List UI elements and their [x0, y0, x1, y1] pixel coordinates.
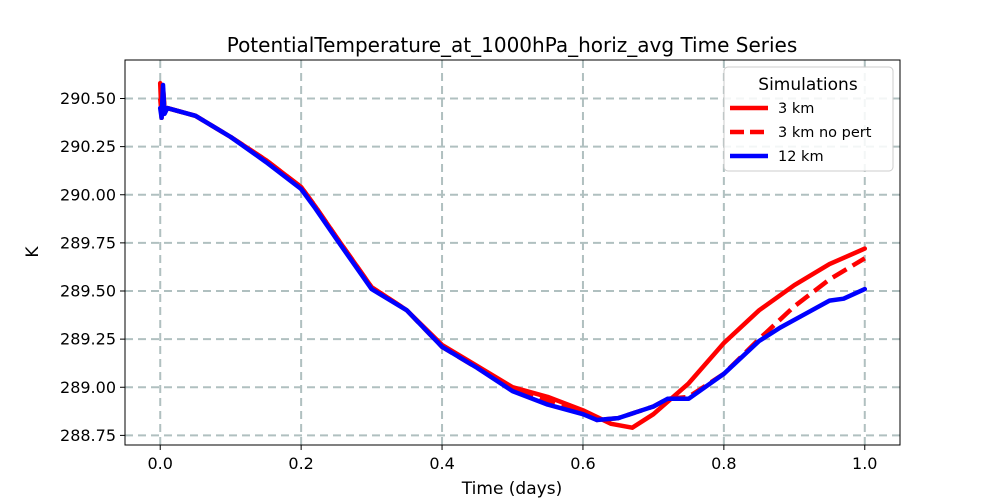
x-axis-ticks: 0.0 0.2 0.4 0.6 0.8 1.0 [148, 445, 877, 473]
y-tick-label: 289.00 [60, 378, 116, 397]
y-tick-label: 289.50 [60, 282, 116, 301]
legend-label: 3 km no pert [778, 125, 872, 141]
legend-box [723, 66, 894, 172]
y-tick-label: 290.50 [60, 89, 116, 108]
legend-label: 12 km [778, 149, 824, 165]
x-axis-label: Time (days) [461, 479, 562, 499]
x-tick-label: 0.2 [288, 454, 313, 473]
y-axis-label: K [23, 246, 43, 258]
series-line-2 [157, 82, 868, 423]
y-tick-label: 289.25 [60, 330, 116, 349]
legend-label: 3 km [778, 101, 814, 117]
legend-title: Simulations [758, 75, 858, 95]
series-lines [157, 80, 868, 430]
x-tick-label: 0.0 [148, 454, 173, 473]
x-tick-label: 0.8 [711, 454, 736, 473]
legend: Simulations 3 km 3 km no pert 12 km [723, 66, 894, 172]
plot-frame [124, 59, 901, 446]
x-tick-label: 1.0 [852, 454, 877, 473]
chart-title: PotentialTemperature_at_1000hPa_horiz_av… [227, 33, 798, 57]
y-axis-ticks: 288.75 289.00 289.25 289.50 289.75 290.00 290.… [60, 89, 125, 445]
y-tick-label: 288.75 [60, 426, 116, 445]
x-tick-label: 0.6 [570, 454, 595, 473]
y-tick-label: 290.00 [60, 185, 116, 204]
y-tick-label: 290.25 [60, 137, 116, 156]
x-tick-label: 0.4 [429, 454, 454, 473]
y-tick-label: 289.75 [60, 233, 116, 252]
